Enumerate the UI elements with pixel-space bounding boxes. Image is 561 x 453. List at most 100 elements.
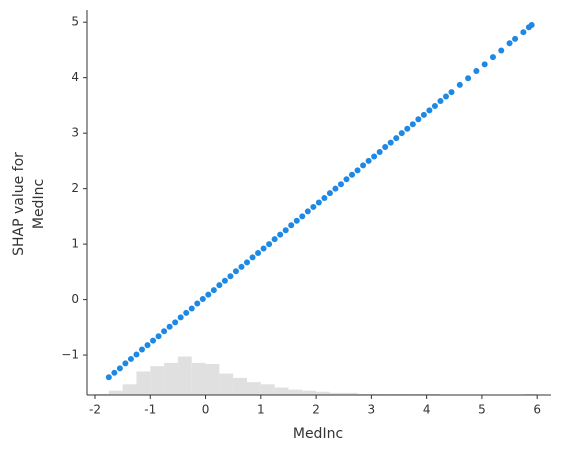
point (520, 29, 527, 36)
y-axis-label-line: MedInc (31, 179, 47, 229)
point (393, 135, 400, 142)
x-tick-label: 2 (312, 403, 320, 417)
point (221, 277, 228, 284)
point (210, 287, 217, 294)
point (420, 111, 427, 118)
point (481, 61, 488, 68)
point (426, 107, 433, 114)
point (232, 268, 239, 275)
x-tick-label: 0 (202, 403, 210, 417)
histogram-bar (164, 362, 178, 395)
point (349, 171, 356, 178)
point (315, 199, 322, 206)
x-tick-label: 1 (257, 403, 265, 417)
point (199, 296, 206, 303)
histogram-bar (385, 393, 400, 395)
point (343, 176, 350, 183)
point (310, 203, 317, 210)
point (382, 144, 389, 151)
point (365, 157, 372, 164)
histogram-bar (150, 366, 165, 395)
point (116, 365, 123, 372)
point (337, 181, 344, 188)
point (354, 167, 361, 174)
histogram-bar (95, 393, 109, 395)
point (177, 314, 184, 321)
point (282, 227, 289, 234)
point (194, 300, 201, 307)
histogram-bar (343, 392, 358, 395)
y-tick-label: −1 (61, 348, 79, 362)
point (161, 328, 168, 335)
histogram-bar (357, 393, 372, 395)
point (387, 139, 394, 146)
point (465, 75, 472, 82)
point (172, 319, 179, 326)
x-tick-label: -2 (89, 403, 101, 417)
point (260, 245, 267, 252)
histogram-bar (205, 363, 220, 395)
point (127, 355, 134, 362)
y-tick-label: 2 (71, 181, 79, 195)
point (238, 263, 245, 270)
histogram-bar (136, 371, 151, 395)
point (293, 217, 300, 224)
point (216, 282, 223, 289)
point (431, 102, 438, 109)
histogram-bar (399, 393, 413, 395)
histogram-bar (122, 384, 137, 395)
point (404, 125, 411, 132)
point (371, 153, 378, 160)
x-tick-label: 5 (478, 403, 486, 417)
point (183, 309, 190, 316)
point (111, 369, 118, 376)
point (105, 374, 112, 381)
point (326, 190, 333, 197)
histogram-bar (288, 389, 303, 395)
point (304, 208, 311, 215)
point (448, 89, 455, 96)
point (255, 249, 262, 256)
point (528, 21, 535, 28)
point (512, 35, 519, 42)
point (266, 241, 273, 248)
point (442, 93, 449, 100)
histogram-bar (523, 393, 538, 395)
point (498, 47, 505, 54)
histogram-bar (426, 393, 441, 395)
point (473, 68, 480, 75)
point (271, 236, 278, 243)
point (456, 81, 463, 88)
y-tick-label: 0 (71, 292, 79, 306)
point (138, 346, 145, 353)
point (415, 116, 422, 123)
point (188, 305, 195, 312)
point (376, 149, 383, 156)
x-axis-label: MedInc (293, 426, 343, 442)
y-tick-label: 4 (71, 70, 79, 84)
point (244, 259, 251, 266)
histogram-bar (108, 390, 123, 395)
histogram-bar (274, 387, 289, 395)
point (360, 162, 367, 169)
point (249, 254, 256, 261)
histogram-bar (302, 390, 317, 395)
point (205, 291, 212, 298)
point (166, 323, 173, 330)
point (409, 121, 416, 128)
histogram-bar (219, 373, 234, 395)
histogram-bar (316, 391, 330, 395)
point (288, 222, 295, 229)
point (133, 351, 140, 358)
point (506, 40, 513, 47)
point (398, 130, 405, 137)
point (122, 360, 129, 367)
histogram-bar (260, 384, 275, 395)
point (227, 273, 234, 280)
point (277, 231, 284, 238)
y-tick-label: 5 (71, 15, 79, 29)
point (321, 195, 328, 202)
point (150, 337, 157, 344)
point (437, 97, 444, 104)
